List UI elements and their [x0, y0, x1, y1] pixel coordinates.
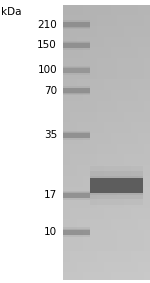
Text: 210: 210	[37, 20, 57, 30]
Text: 100: 100	[37, 65, 57, 75]
Bar	[63, 43, 90, 48]
Bar	[63, 66, 90, 75]
Bar	[63, 67, 90, 73]
Bar	[63, 88, 90, 93]
Text: kDa: kDa	[2, 7, 22, 17]
Bar	[63, 68, 90, 73]
Bar	[90, 171, 142, 199]
Bar	[63, 191, 90, 200]
Bar	[90, 178, 142, 193]
Bar	[63, 86, 90, 95]
Bar	[63, 22, 90, 27]
Bar	[63, 132, 90, 138]
Text: 17: 17	[44, 190, 57, 200]
Bar	[63, 229, 90, 235]
Bar	[63, 133, 90, 138]
Text: 150: 150	[37, 40, 57, 50]
Bar	[63, 22, 90, 28]
Bar	[63, 230, 90, 235]
Bar	[63, 42, 90, 48]
Text: 10: 10	[44, 227, 57, 237]
Bar	[63, 193, 90, 198]
Bar	[63, 228, 90, 237]
Bar	[63, 131, 90, 140]
Text: 70: 70	[44, 85, 57, 96]
Text: 35: 35	[44, 130, 57, 140]
Bar	[90, 166, 142, 205]
Bar	[90, 176, 142, 195]
Bar	[63, 87, 90, 94]
Bar	[63, 41, 90, 50]
Bar	[63, 20, 90, 29]
Bar	[63, 192, 90, 198]
